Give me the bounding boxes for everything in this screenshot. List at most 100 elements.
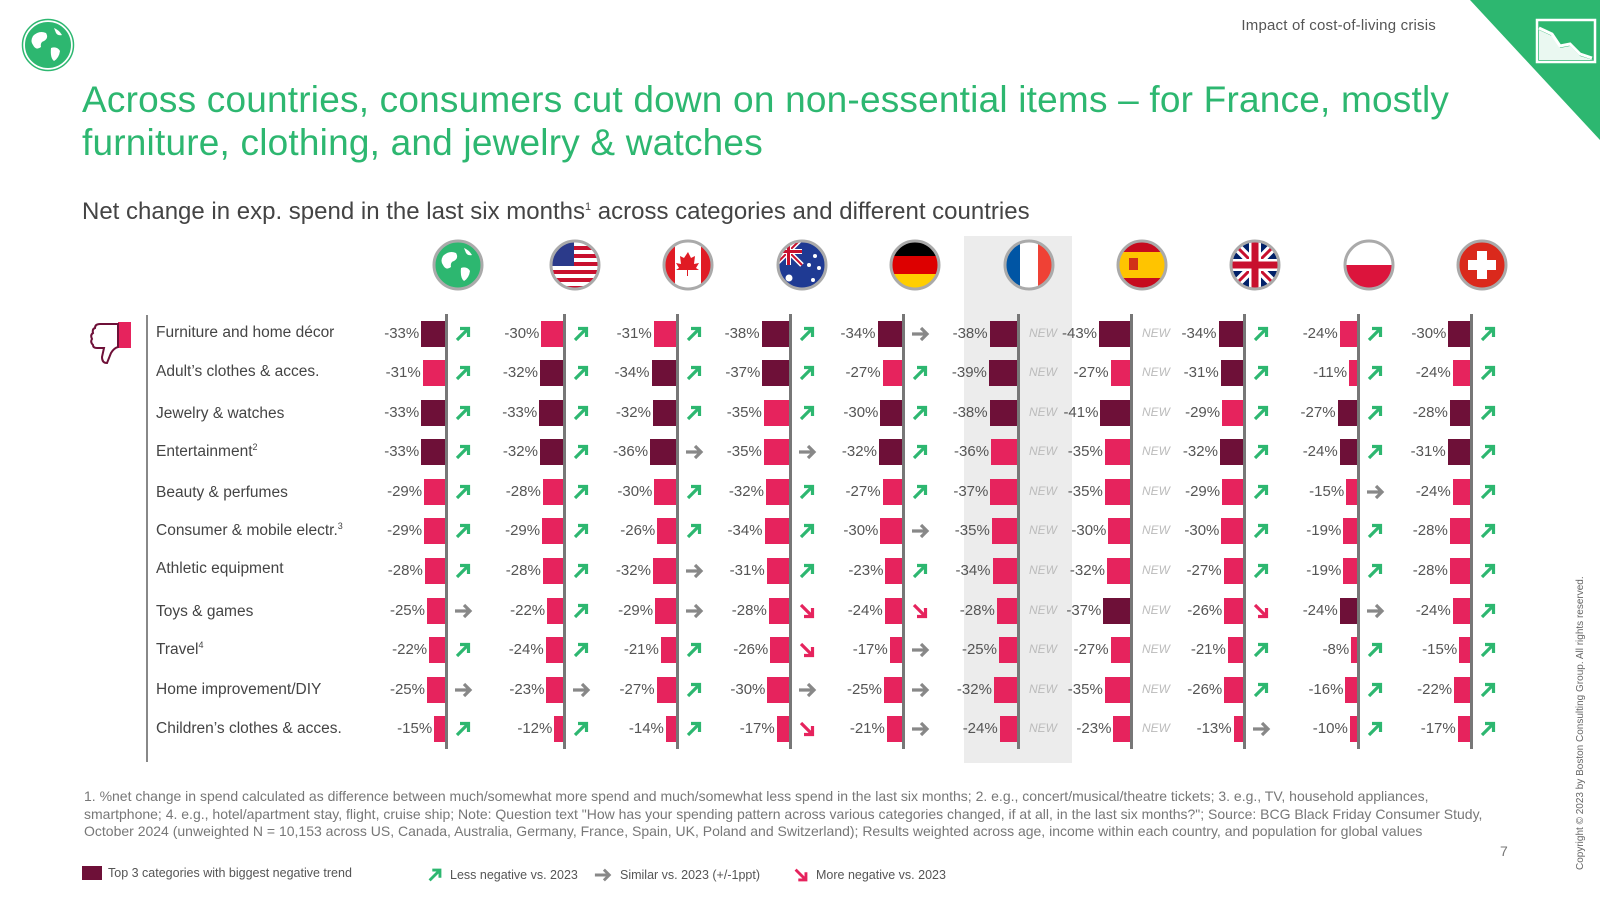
arrow-up-right-icon bbox=[1367, 642, 1383, 658]
bar bbox=[547, 598, 563, 624]
data-label: -37% bbox=[725, 364, 761, 381]
bar bbox=[546, 677, 563, 703]
bar bbox=[651, 360, 676, 386]
data-label: -13% bbox=[1196, 720, 1232, 737]
category-axis-line bbox=[146, 315, 148, 762]
bar bbox=[996, 598, 1017, 624]
bar bbox=[1106, 558, 1130, 584]
data-label: -33% bbox=[384, 404, 420, 421]
bar bbox=[1221, 518, 1243, 544]
arrow-down-right-icon bbox=[1253, 603, 1269, 619]
baseline-tick bbox=[1470, 630, 1473, 670]
data-label: -27% bbox=[1073, 364, 1109, 381]
data-label: -32% bbox=[841, 443, 877, 460]
baseline-tick bbox=[1470, 511, 1473, 551]
bar bbox=[1452, 360, 1470, 386]
data-label: -38% bbox=[952, 404, 988, 421]
category-label-text: Adult’s clothes & acces. bbox=[156, 363, 320, 380]
bar bbox=[1113, 716, 1130, 742]
bar bbox=[554, 716, 563, 742]
bar bbox=[1104, 439, 1130, 465]
data-label: -22% bbox=[392, 641, 428, 658]
baseline-tick bbox=[1017, 393, 1020, 433]
baseline-tick bbox=[1130, 551, 1133, 591]
data-label: -32% bbox=[728, 483, 764, 500]
data-label: -24% bbox=[847, 602, 883, 619]
baseline-tick bbox=[1130, 472, 1133, 512]
bar bbox=[1447, 439, 1470, 465]
data-label: -26% bbox=[1187, 681, 1223, 698]
bar bbox=[882, 360, 902, 386]
arrow-right-icon bbox=[686, 444, 704, 460]
bar bbox=[990, 479, 1017, 505]
arrow-up-right-icon bbox=[1253, 405, 1269, 421]
arrow-up-right-icon bbox=[1480, 523, 1496, 539]
baseline-tick bbox=[1243, 393, 1246, 433]
arrow-down-right-icon bbox=[912, 603, 928, 619]
baseline-tick bbox=[789, 353, 792, 393]
baseline-tick bbox=[902, 432, 905, 472]
category-label-text: Furniture and home décor bbox=[156, 324, 335, 341]
category-label-text: Athletic equipment bbox=[156, 560, 284, 577]
bar bbox=[1339, 598, 1357, 624]
arrow-up-right-icon bbox=[455, 563, 471, 579]
baseline-tick bbox=[1357, 511, 1360, 551]
data-label: -17% bbox=[1420, 720, 1456, 737]
arrow-up-right-icon bbox=[455, 484, 471, 500]
legend-similar: Similar vs. 2023 (+/-1ppt) bbox=[592, 866, 760, 884]
bar bbox=[1227, 637, 1243, 663]
new-label: NEW bbox=[1142, 405, 1170, 419]
flag-spain-icon bbox=[1116, 239, 1168, 291]
arrow-up-right-icon bbox=[573, 365, 589, 381]
arrow-down-right-icon bbox=[799, 721, 815, 737]
baseline-tick bbox=[1357, 472, 1360, 512]
baseline-tick bbox=[1130, 393, 1133, 433]
bar bbox=[424, 518, 445, 544]
baseline-tick bbox=[789, 591, 792, 631]
bar bbox=[1108, 518, 1130, 544]
data-label: -36% bbox=[954, 443, 990, 460]
bar bbox=[539, 439, 563, 465]
category-label: Toys & games bbox=[156, 603, 253, 621]
data-label: -34% bbox=[1181, 325, 1217, 342]
baseline-tick bbox=[1017, 591, 1020, 631]
bar bbox=[1459, 637, 1470, 663]
arrow-right-icon bbox=[799, 444, 817, 460]
arrow-up-right-icon bbox=[686, 523, 702, 539]
data-label: -29% bbox=[505, 522, 541, 539]
data-label: -10% bbox=[1312, 720, 1348, 737]
new-label: NEW bbox=[1029, 682, 1057, 696]
bar bbox=[653, 321, 676, 347]
category-footnote-ref: 4 bbox=[198, 640, 204, 650]
baseline-tick bbox=[1470, 551, 1473, 591]
new-label: NEW bbox=[1029, 484, 1057, 498]
data-label: -25% bbox=[846, 681, 882, 698]
arrow-up-right-icon bbox=[455, 365, 471, 381]
bar bbox=[1103, 598, 1130, 624]
category-label: Home improvement/DIY bbox=[156, 681, 321, 699]
bar bbox=[652, 400, 676, 426]
baseline-tick bbox=[1243, 314, 1246, 354]
data-label: -34% bbox=[727, 522, 763, 539]
bar bbox=[1452, 598, 1470, 624]
arrow-up-right-icon bbox=[1480, 682, 1496, 698]
category-label: Travel4 bbox=[156, 640, 204, 659]
arrow-down-right-icon bbox=[799, 603, 815, 619]
baseline-tick bbox=[1130, 511, 1133, 551]
arrow-up-right-icon bbox=[1367, 682, 1383, 698]
arrow-up-right-icon bbox=[1367, 326, 1383, 342]
baseline-tick bbox=[563, 353, 566, 393]
legend-more: More negative vs. 2023 bbox=[792, 866, 946, 884]
page-title: Across countries, consumers cut down on … bbox=[82, 79, 1450, 163]
arrow-up-right-icon bbox=[1367, 365, 1383, 381]
arrow-up-right-icon bbox=[1480, 603, 1496, 619]
category-label-text: Jewelry & watches bbox=[156, 405, 285, 422]
new-label: NEW bbox=[1029, 721, 1057, 735]
baseline-tick bbox=[789, 630, 792, 670]
bar bbox=[988, 360, 1017, 386]
data-label: -32% bbox=[1069, 562, 1105, 579]
data-label: -17% bbox=[739, 720, 775, 737]
bar bbox=[424, 558, 445, 584]
arrow-up-right-icon bbox=[573, 721, 589, 737]
arrow-up-right-icon bbox=[799, 365, 815, 381]
